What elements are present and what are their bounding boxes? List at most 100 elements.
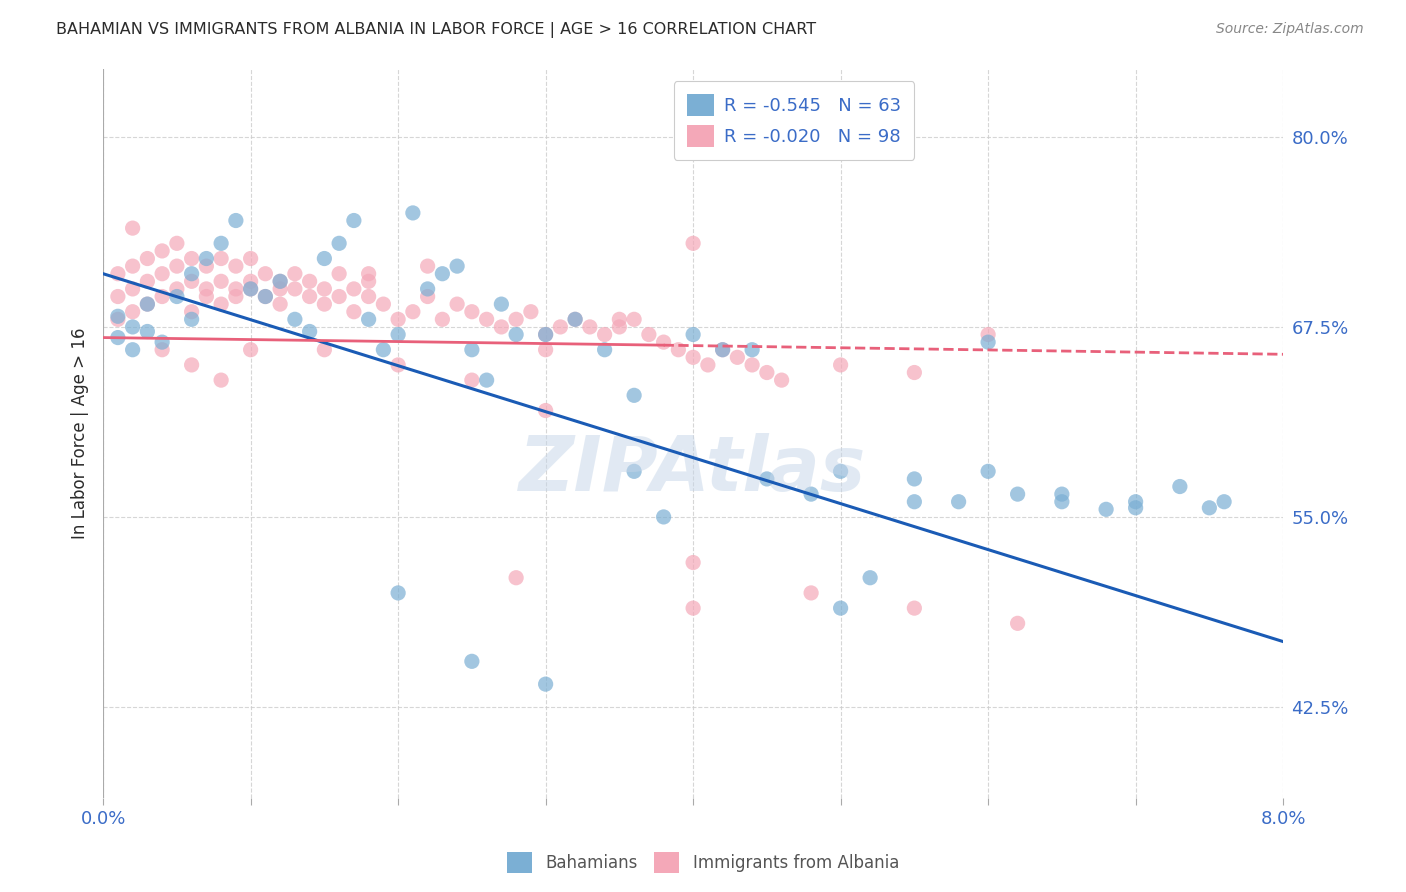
- Point: [328, 236, 350, 251]
- Point: [520, 304, 543, 318]
- Point: [475, 373, 498, 387]
- Point: [1125, 494, 1147, 508]
- Point: [534, 327, 557, 342]
- Point: [741, 343, 763, 357]
- Point: [209, 373, 232, 387]
- Point: [446, 259, 468, 273]
- Point: [948, 494, 970, 508]
- Point: [298, 325, 321, 339]
- Point: [121, 304, 143, 318]
- Point: [166, 282, 188, 296]
- Point: [314, 297, 336, 311]
- Point: [770, 373, 793, 387]
- Point: [387, 358, 409, 372]
- Point: [239, 274, 262, 288]
- Point: [505, 327, 527, 342]
- Text: BAHAMIAN VS IMMIGRANTS FROM ALBANIA IN LABOR FORCE | AGE > 16 CORRELATION CHART: BAHAMIAN VS IMMIGRANTS FROM ALBANIA IN L…: [56, 22, 817, 38]
- Point: [461, 373, 484, 387]
- Point: [652, 510, 675, 524]
- Point: [314, 252, 336, 266]
- Point: [387, 586, 409, 600]
- Point: [166, 236, 188, 251]
- Point: [166, 289, 188, 303]
- Point: [195, 252, 218, 266]
- Point: [357, 312, 380, 326]
- Point: [446, 297, 468, 311]
- Point: [373, 343, 395, 357]
- Point: [387, 312, 409, 326]
- Point: [209, 252, 232, 266]
- Point: [357, 274, 380, 288]
- Point: [977, 327, 1000, 342]
- Point: [225, 259, 247, 273]
- Point: [195, 289, 218, 303]
- Point: [225, 289, 247, 303]
- Point: [402, 304, 425, 318]
- Point: [755, 366, 778, 380]
- Point: [150, 343, 173, 357]
- Point: [830, 358, 852, 372]
- Point: [328, 267, 350, 281]
- Point: [623, 312, 645, 326]
- Point: [284, 267, 307, 281]
- Point: [652, 335, 675, 350]
- Point: [416, 282, 439, 296]
- Point: [475, 312, 498, 326]
- Point: [357, 289, 380, 303]
- Point: [623, 464, 645, 478]
- Point: [136, 297, 159, 311]
- Point: [284, 312, 307, 326]
- Point: [136, 325, 159, 339]
- Point: [239, 282, 262, 296]
- Point: [416, 259, 439, 273]
- Point: [254, 267, 277, 281]
- Point: [800, 586, 823, 600]
- Point: [741, 358, 763, 372]
- Point: [609, 312, 631, 326]
- Point: [903, 366, 925, 380]
- Point: [830, 601, 852, 615]
- Point: [166, 259, 188, 273]
- Point: [623, 388, 645, 402]
- Point: [136, 297, 159, 311]
- Point: [387, 327, 409, 342]
- Point: [1168, 479, 1191, 493]
- Point: [977, 335, 1000, 350]
- Point: [180, 252, 202, 266]
- Point: [180, 358, 202, 372]
- Point: [209, 297, 232, 311]
- Point: [682, 351, 704, 365]
- Point: [903, 472, 925, 486]
- Point: [107, 267, 129, 281]
- Point: [136, 274, 159, 288]
- Point: [269, 282, 291, 296]
- Point: [402, 206, 425, 220]
- Point: [461, 343, 484, 357]
- Point: [107, 312, 129, 326]
- Point: [491, 297, 513, 311]
- Point: [180, 312, 202, 326]
- Point: [254, 289, 277, 303]
- Point: [1198, 500, 1220, 515]
- Point: [755, 472, 778, 486]
- Point: [239, 282, 262, 296]
- Point: [136, 252, 159, 266]
- Point: [1050, 494, 1073, 508]
- Y-axis label: In Labor Force | Age > 16: In Labor Force | Age > 16: [72, 327, 89, 539]
- Text: ZIPAtlas: ZIPAtlas: [519, 433, 868, 507]
- Point: [461, 654, 484, 668]
- Point: [682, 236, 704, 251]
- Point: [373, 297, 395, 311]
- Point: [564, 312, 586, 326]
- Point: [150, 335, 173, 350]
- Point: [491, 320, 513, 334]
- Point: [225, 213, 247, 227]
- Point: [209, 236, 232, 251]
- Point: [269, 297, 291, 311]
- Point: [638, 327, 661, 342]
- Point: [357, 267, 380, 281]
- Point: [269, 274, 291, 288]
- Point: [505, 571, 527, 585]
- Point: [903, 494, 925, 508]
- Point: [593, 343, 616, 357]
